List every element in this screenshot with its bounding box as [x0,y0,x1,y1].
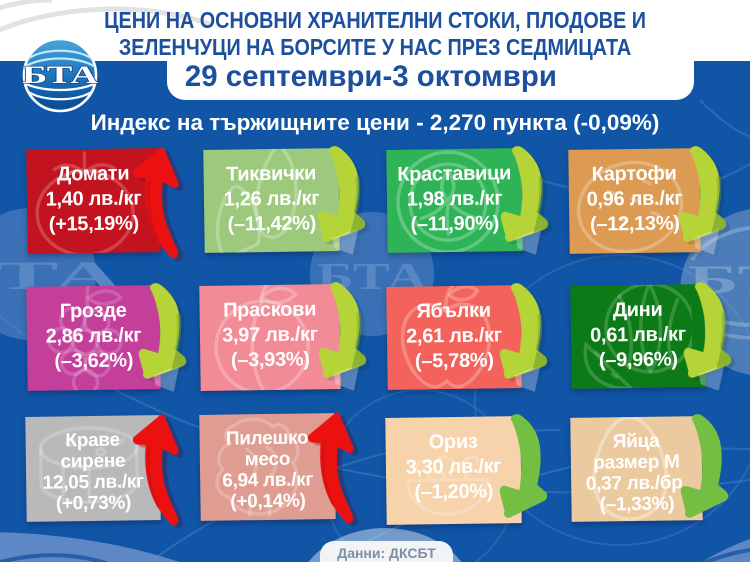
svg-text:БТА: БТА [22,62,98,89]
